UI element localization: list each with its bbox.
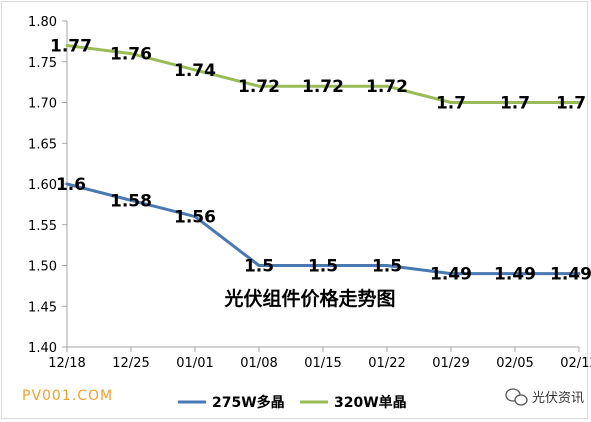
- data-label: 1.74: [174, 61, 216, 81]
- data-label: 1.58: [110, 191, 152, 211]
- data-point: [129, 52, 133, 56]
- data-point: [65, 182, 69, 186]
- data-label: 1.49: [494, 265, 536, 285]
- data-point: [385, 84, 389, 88]
- data-label: 1.6: [56, 175, 86, 195]
- data-point: [577, 101, 581, 104]
- data-label: 1.72: [366, 77, 408, 97]
- data-point: [193, 215, 197, 219]
- axes: 1.80 1.75 1.70 1.65 1.60 1.55 1.50 1.45 1.4012/1…: [28, 15, 591, 371]
- data-point: [321, 84, 325, 88]
- data-label: 1.7: [500, 94, 530, 114]
- x-tick-label: 02/12: [560, 356, 591, 371]
- y-tick-label: 1.75: [28, 56, 57, 71]
- data-point: [321, 264, 325, 267]
- data-point: [193, 68, 197, 72]
- chart-title: 光伏组件价格走势图: [223, 287, 395, 310]
- x-tick-label: 01/15: [304, 356, 341, 371]
- y-tick-label: 1.70: [28, 97, 57, 112]
- data-point: [449, 272, 453, 276]
- y-tick-label: 1.55: [28, 219, 57, 234]
- data-label: 1.5: [244, 257, 274, 277]
- legend-label-320w: 320W单晶: [334, 394, 407, 411]
- y-tick-label: 1.60: [28, 178, 57, 193]
- data-point: [65, 43, 69, 47]
- y-tick-label: 1.80: [28, 15, 57, 30]
- y-tick-label: 1.45: [28, 300, 57, 315]
- data-label: 1.7: [436, 94, 466, 114]
- y-tick-label: 1.65: [28, 137, 57, 152]
- x-tick-label: 01/29: [432, 356, 469, 371]
- data-point: [129, 198, 133, 202]
- y-tick-label: 1.50: [28, 260, 57, 275]
- data-point: [257, 84, 261, 88]
- data-label: 1.5: [308, 257, 338, 277]
- data-point: [513, 101, 517, 104]
- x-tick-label: 12/18: [48, 356, 85, 371]
- data-point: [577, 272, 581, 276]
- legend-label-275w: 275W多晶: [212, 394, 285, 411]
- data-point: [385, 264, 389, 267]
- data-point: [513, 272, 517, 276]
- data-label: 1.49: [430, 265, 472, 285]
- x-tick-label: 12/25: [112, 356, 149, 371]
- data-label: 1.49: [550, 265, 591, 285]
- series-275w: 1.6 1.58 1.56 1.5 1.5 1.5 1.49 1.49 1.49: [56, 175, 591, 285]
- data-label: 1.77: [50, 36, 92, 56]
- x-tick-label: 01/22: [368, 356, 405, 371]
- legend: 275W多晶 320W单晶: [178, 394, 407, 411]
- watermark-left: PV001.COM: [22, 388, 113, 404]
- data-label: 1.56: [174, 208, 216, 228]
- data-label: 1.5: [372, 257, 402, 277]
- x-tick-label: 01/01: [176, 356, 213, 371]
- series-320w: 1.77 1.76 1.74 1.72 1.72 1.72 1.7 1.7 1.7: [50, 36, 586, 113]
- y-tick-label: 1.40: [28, 341, 57, 356]
- watermark-right: 光伏资讯: [532, 391, 584, 406]
- data-label: 1.7: [556, 94, 586, 114]
- wechat-icon: [505, 388, 528, 406]
- x-tick-label: 01/08: [240, 356, 277, 371]
- data-label: 1.72: [238, 77, 280, 97]
- x-tick-label: 02/05: [496, 356, 533, 371]
- data-label: 1.72: [302, 77, 344, 97]
- data-label: 1.76: [110, 45, 152, 65]
- data-point: [257, 264, 261, 267]
- data-point: [449, 101, 453, 104]
